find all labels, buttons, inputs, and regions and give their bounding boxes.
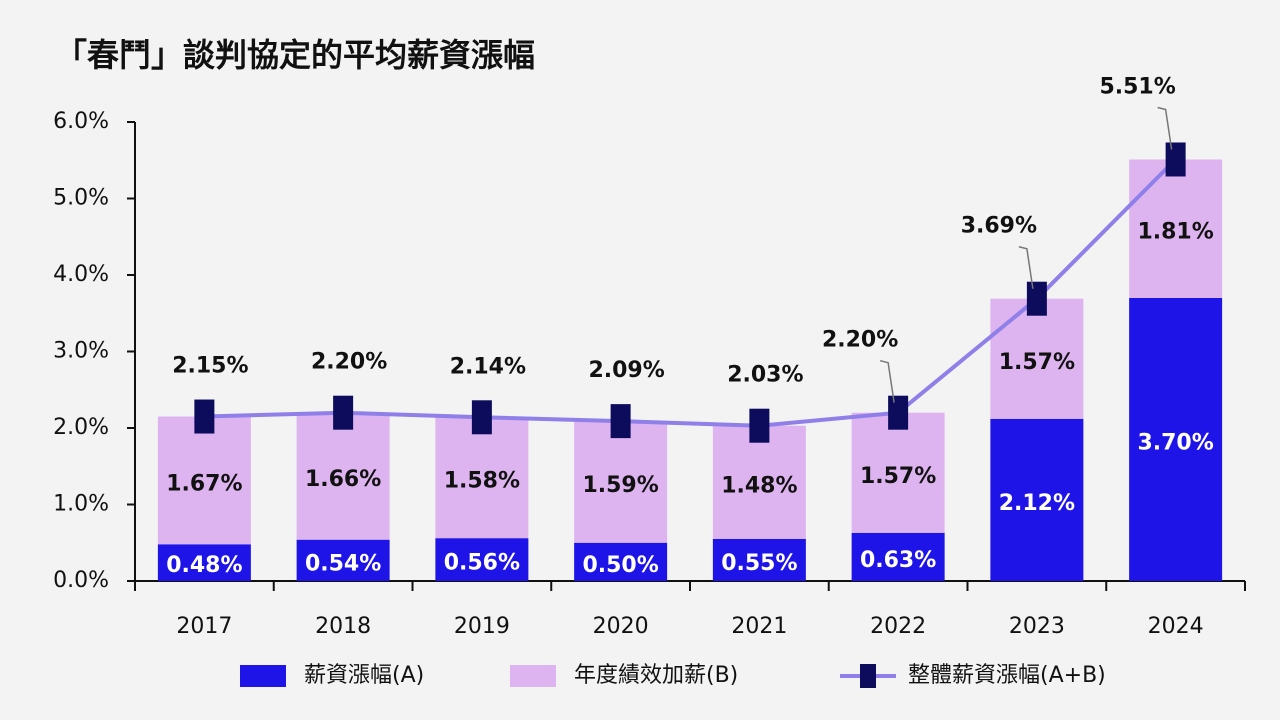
x-tick-label: 2021 (731, 614, 787, 639)
bar-segment (851, 532, 945, 581)
line-value-label: 2.20% (822, 328, 898, 353)
value-label: 1.81% (1137, 220, 1213, 245)
y-tick-label: 2.0% (53, 415, 109, 440)
legend-label: 薪資漲幅(A) (304, 663, 424, 688)
value-label: 1.57% (860, 464, 936, 489)
bar-segment (435, 417, 529, 539)
line (204, 158, 1178, 428)
bar-segment (1129, 297, 1223, 581)
x-tick-label: 2019 (454, 614, 510, 639)
bar-segment (157, 416, 251, 545)
value-label: 1.48% (721, 473, 797, 498)
line-value-label: 2.20% (311, 350, 387, 375)
value-label: 1.57% (999, 350, 1075, 375)
line-marker (888, 395, 909, 430)
y-tick-label: 1.0% (53, 492, 109, 517)
legend-swatch (240, 665, 286, 687)
bar-segment (1129, 159, 1223, 298)
legend-marker (860, 664, 876, 688)
value-label: 2.12% (999, 491, 1075, 516)
bar-segment (296, 539, 390, 581)
value-label: 0.55% (721, 551, 797, 576)
line-marker (1026, 281, 1047, 316)
line-value-label: 5.51% (1099, 74, 1175, 99)
line-value-label: 2.14% (450, 354, 526, 379)
value-label: 1.58% (444, 469, 520, 494)
line-value-label: 2.03% (727, 363, 803, 388)
bar-segment (574, 421, 668, 543)
x-tick-label: 2017 (176, 614, 232, 639)
line-value-label: 2.09% (588, 358, 664, 383)
chart-title: 「春鬥」談判協定的平均薪資漲幅 (55, 36, 535, 74)
line-marker (1165, 142, 1186, 177)
y-tick-label: 4.0% (53, 262, 109, 287)
x-tick-label: 2022 (870, 614, 926, 639)
bar-segment (296, 412, 390, 540)
line-value-label: 2.15% (172, 354, 248, 379)
value-label: 1.67% (166, 471, 242, 496)
x-tick-label: 2018 (315, 614, 371, 639)
value-label: 0.50% (582, 553, 658, 578)
legend-label: 整體薪資漲幅(A+B) (908, 663, 1106, 688)
legend-swatch (510, 665, 556, 687)
x-tick-label: 2023 (1009, 614, 1065, 639)
bar-segment (712, 425, 806, 539)
y-tick-label: 3.0% (53, 339, 109, 364)
bar-segment (990, 418, 1084, 581)
bar-segment (851, 412, 945, 533)
value-label: 3.70% (1137, 430, 1213, 455)
value-label: 0.56% (444, 551, 520, 576)
line-value-label: 3.69% (961, 214, 1037, 239)
y-tick-label: 6.0% (53, 109, 109, 134)
leader-line (1157, 106, 1173, 150)
y-tick-label: 0.0% (53, 568, 109, 593)
value-label: 0.63% (860, 548, 936, 573)
bar-segment (574, 542, 668, 581)
leader-line (1018, 245, 1034, 289)
value-label: 0.48% (166, 553, 242, 578)
line-marker (471, 400, 492, 435)
x-tick-label: 2024 (1148, 614, 1204, 639)
bar-segment (712, 538, 806, 581)
value-label: 1.59% (582, 473, 658, 498)
x-tick-label: 2020 (593, 614, 649, 639)
line-marker (194, 399, 215, 434)
y-tick-label: 5.0% (53, 186, 109, 211)
leader-line (879, 359, 895, 403)
value-label: 0.54% (305, 551, 381, 576)
legend-label: 年度績效加薪(B) (574, 663, 738, 688)
bar-segment (435, 538, 529, 581)
line-marker (749, 408, 770, 443)
line-marker (610, 404, 631, 439)
line-marker (333, 395, 354, 430)
value-label: 1.66% (305, 467, 381, 492)
bar-segment (990, 298, 1084, 419)
bar-segment (157, 544, 251, 581)
